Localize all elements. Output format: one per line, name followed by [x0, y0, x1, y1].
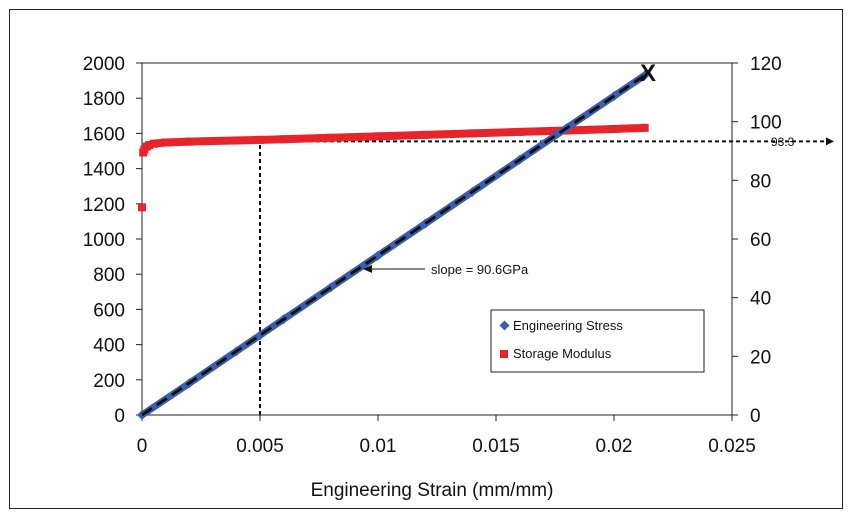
y-tick-label: 1000	[83, 230, 125, 251]
storage-modulus-point	[610, 125, 618, 133]
modulus-value-label: 93.3	[771, 135, 795, 149]
y2-tick-label: 20	[750, 347, 771, 368]
storage-modulus-point	[640, 123, 649, 132]
x-tick-label: 0.015	[472, 436, 520, 457]
y2-tick-label: 0	[750, 406, 761, 427]
legend-stress-label: Engineering Stress	[513, 318, 623, 333]
slope-arrowhead	[363, 265, 372, 273]
storage-modulus-point	[279, 135, 288, 144]
y-tick-label: 2000	[83, 54, 125, 75]
storage-modulus-point	[326, 133, 335, 142]
storage-modulus-point	[374, 132, 382, 141]
x-tick-label: 0.01	[360, 436, 397, 457]
series-layer	[137, 70, 651, 420]
y-tick-label: 1400	[83, 160, 125, 181]
y-tick-label: 200	[93, 371, 125, 392]
storage-modulus-point	[232, 136, 241, 145]
storage-modulus-point	[138, 203, 146, 212]
chart-frame	[9, 9, 843, 509]
y-tick-label: 0	[114, 406, 125, 427]
storage-modulus-point	[256, 135, 264, 144]
legend-stress-swatch	[499, 320, 510, 331]
y2-tick-label: 100	[750, 113, 782, 134]
legend-modulus-label: Storage Modulus	[513, 346, 612, 361]
legend-modulus-swatch	[500, 350, 508, 358]
y-tick-label: 1200	[83, 195, 125, 216]
storage-modulus-point	[161, 138, 170, 147]
axis-labels: Engineering Strain (mm/mm)	[311, 480, 554, 501]
y2-tick-label: 120	[750, 54, 782, 75]
storage-modulus-point	[421, 130, 430, 139]
linear-fit-line	[141, 70, 651, 417]
x-tick-label: 0	[137, 436, 148, 457]
storage-modulus-point	[468, 129, 477, 138]
modulus-arrowhead	[826, 137, 834, 146]
y-tick-label: 1600	[83, 124, 125, 145]
storage-modulus-point	[515, 127, 524, 136]
slope-annotation: slope = 90.6GPa	[431, 262, 529, 277]
storage-modulus-point	[149, 139, 158, 148]
y2-tick-label: 60	[750, 230, 771, 251]
axes: 0200400600800100012001400160018002000020…	[83, 54, 782, 457]
annotations: slope = 90.6GPa 93.3 X	[363, 60, 795, 277]
legend-box	[490, 309, 705, 373]
y-tick-label: 400	[93, 336, 125, 357]
x-tick-label: 0.02	[596, 436, 633, 457]
y-tick-label: 800	[93, 265, 125, 286]
storage-modulus-point	[145, 141, 154, 150]
x-tick-label: 0.005	[236, 436, 284, 457]
storage-modulus-point	[185, 137, 194, 146]
storage-modulus-point	[208, 137, 217, 146]
y-tick-label: 600	[93, 300, 125, 321]
legend: Engineering Stress Storage Modulus	[490, 309, 705, 373]
x-tick-label: 0.025	[708, 436, 756, 457]
y2-tick-label: 80	[750, 171, 771, 192]
y2-tick-label: 40	[750, 289, 771, 310]
y-tick-label: 1800	[83, 89, 125, 110]
fracture-end-marker: X	[640, 60, 656, 87]
x-axis-title: Engineering Strain (mm/mm)	[311, 480, 554, 501]
